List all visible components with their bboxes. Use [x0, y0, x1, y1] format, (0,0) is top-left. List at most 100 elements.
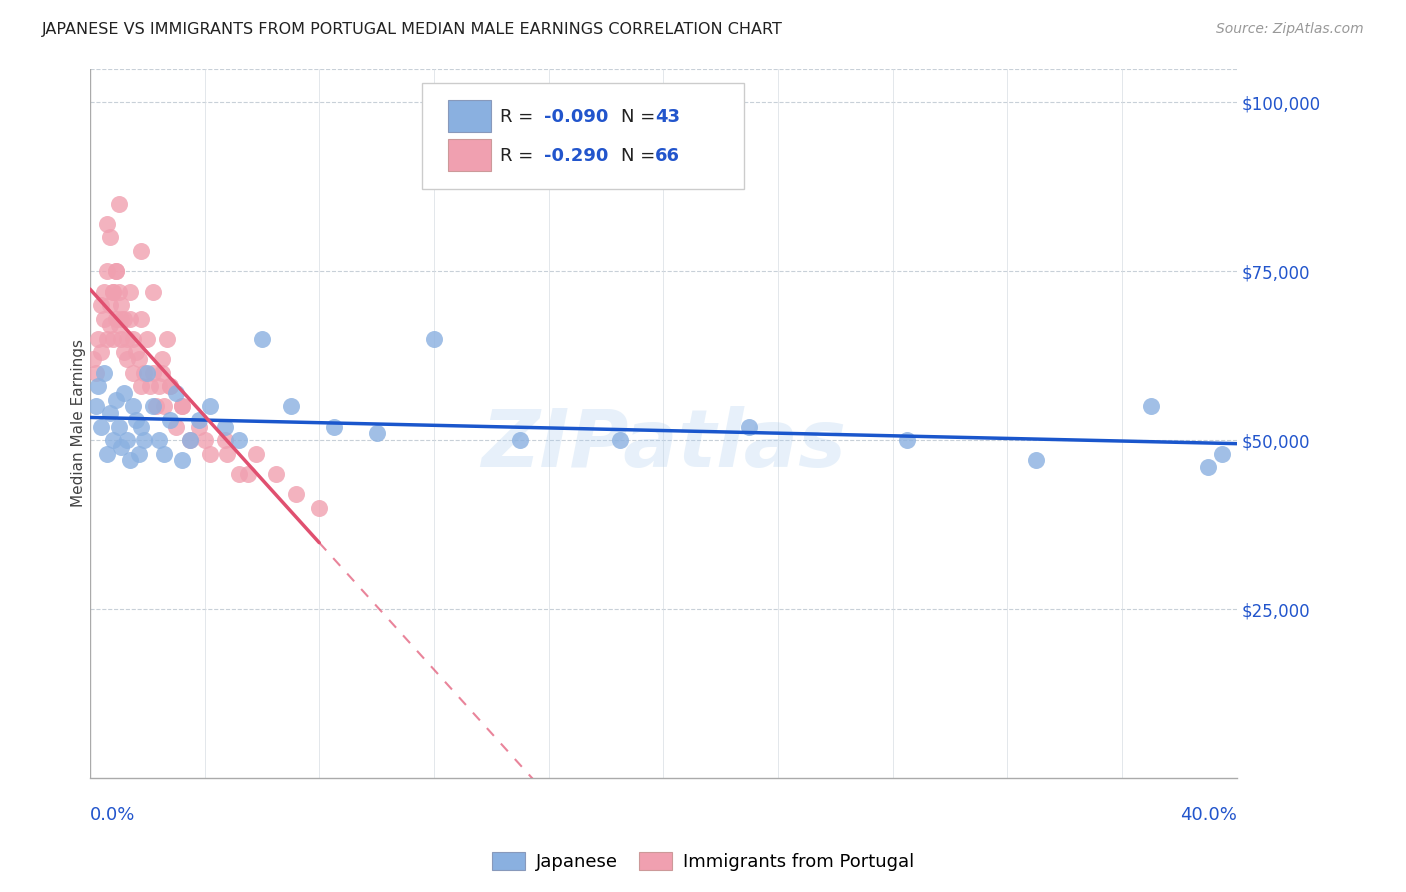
Point: [264, 467, 287, 481]
FancyBboxPatch shape: [447, 101, 491, 132]
Point: [112, 311, 135, 326]
Point: [187, 413, 209, 427]
Point: [145, 400, 167, 414]
Point: [153, 447, 176, 461]
Point: [107, 318, 129, 333]
Point: [104, 311, 127, 326]
Point: [179, 433, 201, 447]
Point: [200, 400, 222, 414]
Point: [159, 379, 181, 393]
Point: [104, 264, 127, 278]
Point: [112, 345, 135, 359]
Point: [131, 311, 153, 326]
Point: [214, 419, 236, 434]
Point: [159, 379, 181, 393]
Point: [228, 433, 250, 447]
Text: N =: N =: [621, 147, 661, 165]
Point: [179, 433, 201, 447]
Point: [101, 285, 124, 299]
Point: [153, 400, 176, 414]
Point: [136, 332, 159, 346]
Point: [738, 419, 761, 434]
Point: [96, 332, 118, 346]
Point: [110, 440, 132, 454]
Point: [159, 413, 181, 427]
Point: [87, 379, 110, 393]
Point: [1211, 447, 1233, 461]
Text: -0.290: -0.290: [544, 147, 609, 165]
Point: [280, 400, 302, 414]
Point: [148, 433, 170, 447]
Point: [90, 298, 112, 312]
Point: [285, 487, 308, 501]
Point: [128, 352, 150, 367]
Point: [134, 433, 156, 447]
Point: [200, 447, 222, 461]
Point: [170, 400, 193, 414]
Point: [366, 426, 388, 441]
Text: 66: 66: [655, 147, 681, 165]
Point: [98, 230, 121, 244]
Point: [187, 419, 209, 434]
Point: [90, 419, 112, 434]
Point: [134, 366, 156, 380]
Text: R =: R =: [501, 147, 540, 165]
Point: [118, 311, 141, 326]
Point: [165, 385, 187, 400]
Point: [139, 379, 162, 393]
Point: [156, 332, 179, 346]
FancyBboxPatch shape: [422, 83, 744, 189]
Y-axis label: Median Male Earnings: Median Male Earnings: [72, 339, 86, 508]
Text: Source: ZipAtlas.com: Source: ZipAtlas.com: [1216, 22, 1364, 37]
Point: [98, 318, 121, 333]
Point: [96, 447, 118, 461]
Point: [142, 366, 165, 380]
Point: [87, 332, 110, 346]
Point: [110, 311, 132, 326]
Point: [121, 400, 143, 414]
Point: [93, 311, 115, 326]
Point: [217, 447, 239, 461]
Point: [118, 453, 141, 467]
Point: [236, 467, 259, 481]
Point: [322, 419, 344, 434]
Point: [136, 366, 159, 380]
Point: [101, 332, 124, 346]
Point: [121, 366, 143, 380]
Point: [193, 433, 215, 447]
Point: [150, 352, 173, 367]
Point: [1139, 400, 1161, 414]
Point: [214, 433, 236, 447]
Point: [609, 433, 631, 447]
Point: [84, 366, 107, 380]
Point: [107, 285, 129, 299]
Point: [150, 366, 173, 380]
Point: [93, 285, 115, 299]
Point: [107, 196, 129, 211]
Point: [131, 244, 153, 258]
Point: [148, 379, 170, 393]
Point: [96, 264, 118, 278]
Point: [423, 332, 446, 346]
Point: [101, 285, 124, 299]
Point: [308, 500, 330, 515]
Point: [1197, 460, 1219, 475]
Point: [131, 379, 153, 393]
Point: [115, 352, 138, 367]
Text: R =: R =: [501, 108, 540, 126]
FancyBboxPatch shape: [447, 139, 491, 171]
Point: [84, 400, 107, 414]
Text: ZIPatlas: ZIPatlas: [481, 406, 846, 483]
Point: [90, 345, 112, 359]
Point: [142, 400, 165, 414]
Point: [104, 264, 127, 278]
Point: [245, 447, 267, 461]
Point: [104, 392, 127, 407]
Point: [110, 298, 132, 312]
Point: [165, 419, 187, 434]
Point: [98, 298, 121, 312]
Point: [118, 285, 141, 299]
Point: [170, 453, 193, 467]
Point: [121, 332, 143, 346]
Text: 0.0%: 0.0%: [90, 806, 135, 824]
